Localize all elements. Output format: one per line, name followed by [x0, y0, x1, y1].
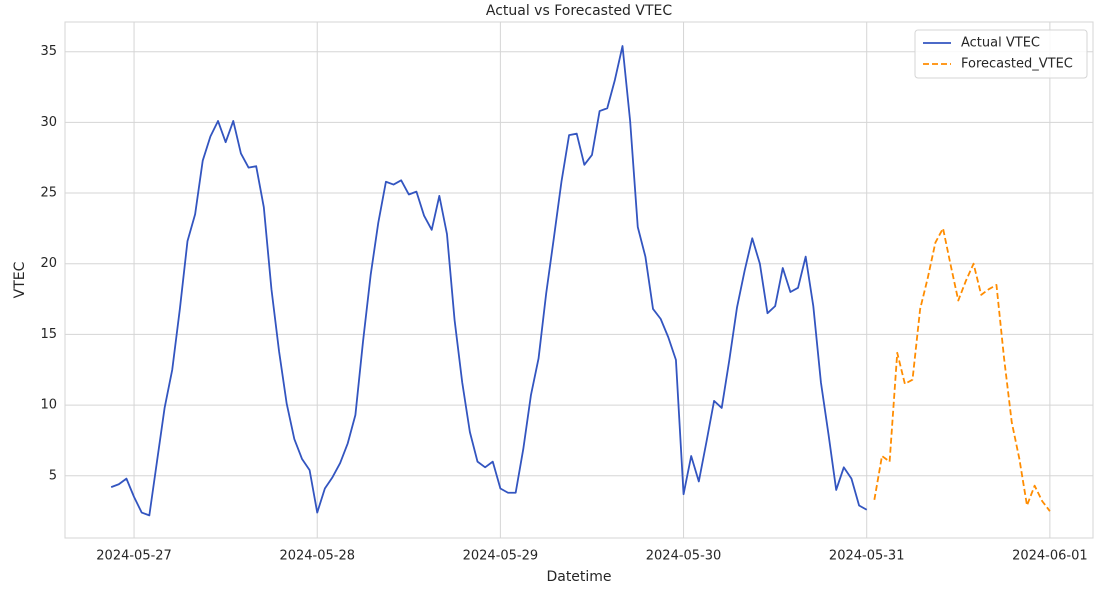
data-line — [110, 45, 868, 517]
y-tick-label: 15 — [40, 327, 57, 342]
y-tick-label: 20 — [40, 256, 57, 271]
legend-box — [914, 29, 1088, 79]
y-tick-label: 35 — [40, 44, 57, 59]
legend-label: Actual VTEC — [961, 36, 1040, 51]
y-axis-label: VTEC — [12, 261, 28, 298]
legend-label: Forecasted_VTEC — [961, 57, 1073, 72]
x-tick-label: 2024-05-29 — [463, 549, 539, 564]
data-line — [873, 227, 1051, 512]
x-tick-label: 2024-05-31 — [829, 549, 905, 564]
x-tick-label: 2024-06-01 — [1012, 549, 1088, 564]
y-tick-label: 10 — [40, 398, 57, 413]
y-tick-label: 30 — [40, 115, 57, 130]
y-tick-label: 25 — [40, 186, 57, 201]
plot-frame — [64, 21, 1094, 539]
x-axis-label: Datetime — [546, 569, 611, 585]
x-tick-label: 2024-05-28 — [279, 549, 355, 564]
y-tick-label: 5 — [49, 468, 57, 483]
chart-title: Actual vs Forecasted VTEC — [486, 3, 673, 19]
x-tick-label: 2024-05-27 — [96, 549, 172, 564]
x-tick-label: 2024-05-30 — [646, 549, 722, 564]
